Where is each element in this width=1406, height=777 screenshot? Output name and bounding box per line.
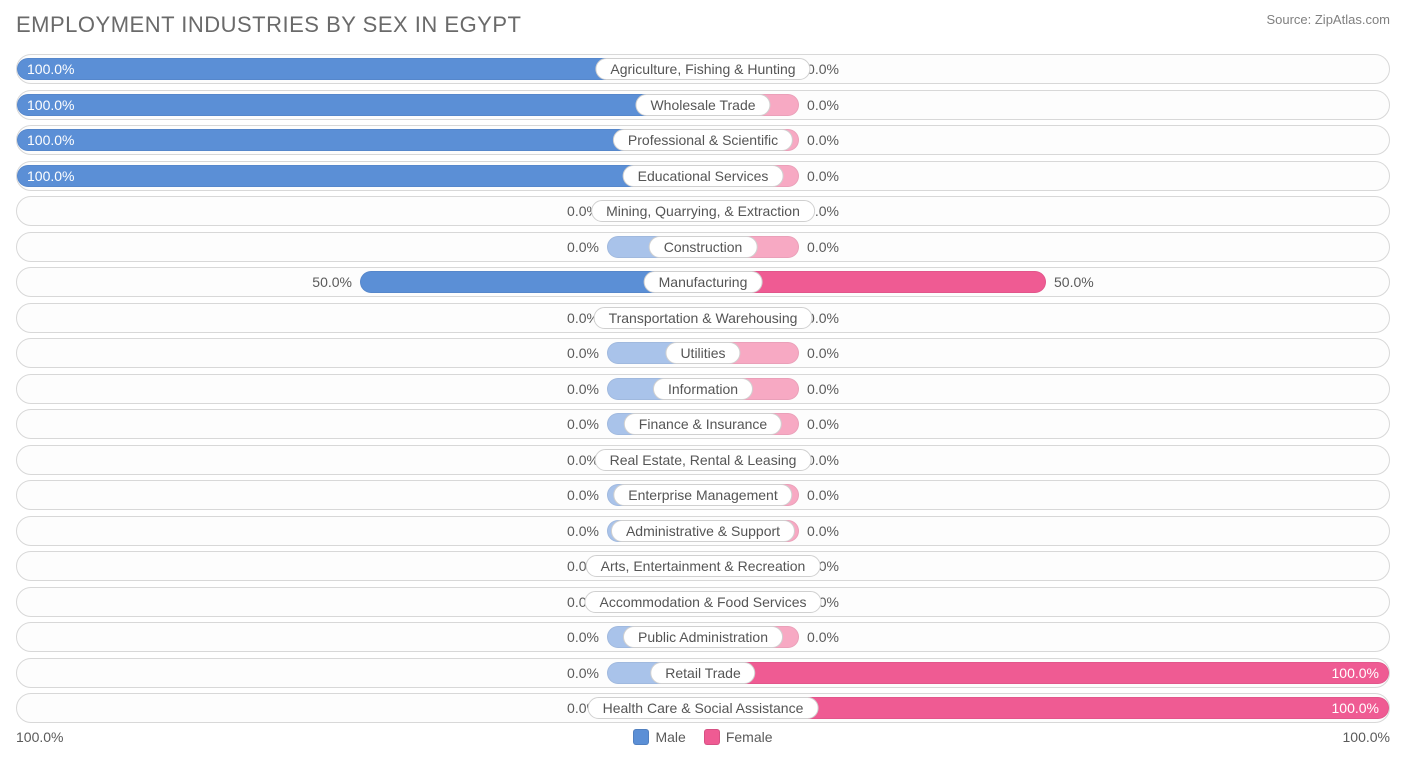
female-value: 0.0% [807, 168, 839, 184]
female-value: 0.0% [807, 97, 839, 113]
row-label: Wholesale Trade [635, 94, 770, 116]
male-value: 50.0% [312, 274, 352, 290]
chart-area: 100.0%0.0%Agriculture, Fishing & Hunting… [16, 54, 1390, 723]
female-value: 0.0% [807, 132, 839, 148]
chart-row: 0.0%0.0%Arts, Entertainment & Recreation [16, 551, 1390, 581]
male-value: 0.0% [567, 381, 599, 397]
axis-left-label: 100.0% [16, 729, 63, 745]
male-value: 0.0% [567, 487, 599, 503]
row-label: Health Care & Social Assistance [588, 697, 819, 719]
male-value: 0.0% [567, 665, 599, 681]
chart-header: EMPLOYMENT INDUSTRIES BY SEX IN EGYPT So… [16, 12, 1390, 38]
legend-swatch-female [704, 729, 720, 745]
row-label: Real Estate, Rental & Leasing [595, 449, 812, 471]
chart-row: 50.0% 50.0% Manufacturing [16, 267, 1390, 297]
chart-row: 0.0% 0.0% Utilities [16, 338, 1390, 368]
chart-row: 0.0%0.0%Accommodation & Food Services [16, 587, 1390, 617]
row-label: Enterprise Management [613, 484, 792, 506]
female-value: 100.0% [1332, 665, 1379, 681]
male-bar [17, 94, 703, 116]
female-value: 0.0% [807, 239, 839, 255]
legend-swatch-male [633, 729, 649, 745]
female-value: 50.0% [1054, 274, 1094, 290]
chart-row: 0.0%0.0%Real Estate, Rental & Leasing [16, 445, 1390, 475]
row-label: Educational Services [623, 165, 784, 187]
male-value: 0.0% [567, 523, 599, 539]
chart-footer: 100.0% Male Female 100.0% [16, 729, 1390, 745]
chart-row: 0.0% 0.0% Enterprise Management [16, 480, 1390, 510]
row-label: Utilities [665, 342, 740, 364]
female-value: 0.0% [807, 345, 839, 361]
legend-label-female: Female [726, 729, 773, 745]
chart-row: 0.0% 0.0% Administrative & Support [16, 516, 1390, 546]
row-label: Administrative & Support [611, 520, 795, 542]
male-value: 0.0% [567, 416, 599, 432]
female-value: 0.0% [807, 523, 839, 539]
chart-row: 0.0% 100.0% Retail Trade [16, 658, 1390, 688]
row-label: Manufacturing [644, 271, 763, 293]
row-label: Agriculture, Fishing & Hunting [595, 58, 810, 80]
chart-row: 0.0%0.0%Transportation & Warehousing [16, 303, 1390, 333]
male-value: 100.0% [27, 132, 74, 148]
chart-source: Source: ZipAtlas.com [1266, 12, 1390, 27]
row-label: Professional & Scientific [613, 129, 793, 151]
legend-item-male: Male [633, 729, 685, 745]
row-label: Retail Trade [650, 662, 755, 684]
male-value: 0.0% [567, 345, 599, 361]
chart-row: 0.0% 0.0% Information [16, 374, 1390, 404]
legend: Male Female [63, 729, 1342, 745]
female-value: 0.0% [807, 487, 839, 503]
row-label: Arts, Entertainment & Recreation [586, 555, 821, 577]
male-value: 100.0% [27, 97, 74, 113]
row-label: Finance & Insurance [624, 413, 782, 435]
male-value: 0.0% [567, 239, 599, 255]
chart-row: 100.0% 0.0%Agriculture, Fishing & Hunting [16, 54, 1390, 84]
chart-row: 0.0% 0.0% Finance & Insurance [16, 409, 1390, 439]
female-value: 0.0% [807, 629, 839, 645]
male-bar [17, 129, 703, 151]
male-bar [17, 165, 703, 187]
row-label: Information [653, 378, 753, 400]
male-value: 100.0% [27, 168, 74, 184]
row-label: Transportation & Warehousing [594, 307, 813, 329]
legend-item-female: Female [704, 729, 773, 745]
chart-row: 100.0% 0.0% Educational Services [16, 161, 1390, 191]
chart-row: 100.0% 0.0% Wholesale Trade [16, 90, 1390, 120]
chart-row: 0.0%100.0%Health Care & Social Assistanc… [16, 693, 1390, 723]
female-value: 0.0% [807, 452, 839, 468]
chart-row: 0.0% 0.0% Construction [16, 232, 1390, 262]
male-value: 0.0% [567, 629, 599, 645]
female-value: 0.0% [807, 61, 839, 77]
axis-right-label: 100.0% [1343, 729, 1390, 745]
chart-title: EMPLOYMENT INDUSTRIES BY SEX IN EGYPT [16, 12, 521, 38]
male-value: 100.0% [27, 61, 74, 77]
legend-label-male: Male [655, 729, 685, 745]
row-label: Public Administration [623, 626, 783, 648]
female-value: 100.0% [1332, 700, 1379, 716]
female-value: 0.0% [807, 416, 839, 432]
female-value: 0.0% [807, 381, 839, 397]
chart-row: 0.0% 0.0% Public Administration [16, 622, 1390, 652]
chart-row: 0.0%0.0%Mining, Quarrying, & Extraction [16, 196, 1390, 226]
row-label: Accommodation & Food Services [585, 591, 822, 613]
chart-row: 100.0% 0.0% Professional & Scientific [16, 125, 1390, 155]
row-label: Construction [649, 236, 758, 258]
female-bar [703, 662, 1389, 684]
row-label: Mining, Quarrying, & Extraction [591, 200, 815, 222]
